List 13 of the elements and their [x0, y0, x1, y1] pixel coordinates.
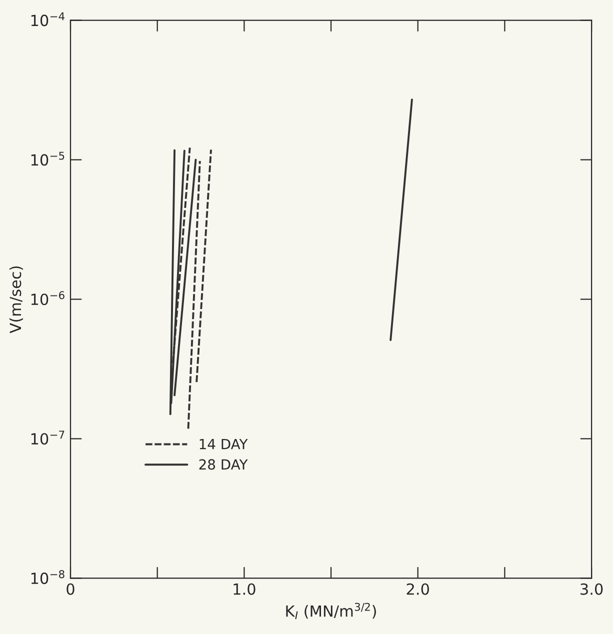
legend-label: 28 DAY	[199, 459, 248, 470]
x-tick-label: 0	[66, 583, 74, 595]
y-axis-title: V(m/sec)	[9, 266, 24, 334]
x-tick-label: 2.0	[406, 583, 429, 595]
y-tick-label: 10$^{−4}$	[31, 12, 64, 26]
x-tick-label: 1.0	[234, 583, 256, 595]
y-tick-label: 10$^{−7}$	[31, 430, 64, 445]
y-tick-label: 10$^{−8}$	[31, 570, 64, 584]
legend-label: 14 DAY	[200, 438, 248, 450]
x-tick-label: 3.0	[580, 583, 603, 595]
x-axis-title: K$_{I}$ (MN/m$^{3/2}$)	[286, 602, 376, 620]
y-tick-label: 10$^{−5}$	[31, 152, 64, 166]
y-tick-label: 10$^{−6}$	[31, 291, 64, 306]
